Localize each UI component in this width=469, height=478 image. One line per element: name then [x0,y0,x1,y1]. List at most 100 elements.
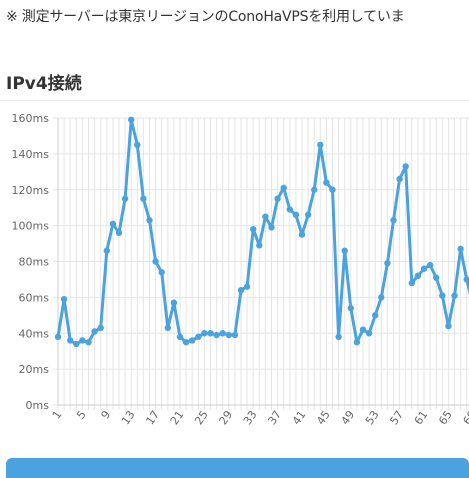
data-point [403,163,409,169]
data-point [61,296,67,302]
data-point [85,339,91,345]
x-tick-label: 1 [50,408,65,421]
data-point [104,248,110,254]
x-tick-label: 13 [119,408,138,427]
server-note: ※ 測定サーバーは東京リージョンのConoHaVPSを利用していま [6,6,405,26]
data-point [110,221,116,227]
x-tick-label: 49 [339,408,358,427]
data-point [305,212,311,218]
data-point [165,325,171,331]
data-point [67,337,73,343]
data-point [348,305,354,311]
data-point [293,212,299,218]
data-point [152,258,158,264]
x-tick-label: 41 [290,408,309,427]
ipv4-latency-chart: 0ms 20ms 40ms 60ms 80ms 100ms 120ms 140ms 160ms 1… [0,104,469,434]
data-point [287,206,293,212]
data-point [415,273,421,279]
bottom-button-bar[interactable] [6,458,469,478]
x-tick-label: 45 [314,408,333,427]
data-point [335,334,341,340]
section-divider [0,100,469,101]
x-tick-label: 37 [265,408,284,427]
data-point [439,292,445,298]
data-point [116,230,122,236]
data-point [73,341,79,347]
data-point [183,339,189,345]
data-point [232,332,238,338]
data-point [427,262,433,268]
data-point [189,337,195,343]
data-point [445,323,451,329]
data-point [55,334,61,340]
data-point [342,248,348,254]
y-tick-label: 20ms [19,363,50,376]
data-point [140,196,146,202]
x-tick-label: 57 [387,408,406,427]
data-point [317,142,323,148]
y-tick-label: 120ms [12,184,50,197]
x-tick-label: 65 [436,408,455,427]
data-point [220,330,226,336]
data-point [281,185,287,191]
data-point [177,334,183,340]
data-point [384,260,390,266]
data-point [79,337,85,343]
data-point [195,334,201,340]
data-point [366,330,372,336]
x-tick-label: 29 [217,408,236,427]
data-point [378,294,384,300]
data-point [274,196,280,202]
data-point [256,242,262,248]
data-point [207,330,213,336]
data-point [134,142,140,148]
data-point [457,246,463,252]
data-point [201,330,207,336]
data-point [354,339,360,345]
x-tick-label: 33 [241,408,260,427]
data-point [250,226,256,232]
y-tick-label: 0ms [26,399,50,412]
x-tick-label: 17 [143,408,162,427]
x-tick-label: 69 [461,408,469,427]
data-point [323,179,329,185]
data-point [396,176,402,182]
data-point [91,328,97,334]
data-point [171,300,177,306]
y-tick-label: 100ms [12,220,50,233]
data-point [360,326,366,332]
data-point [299,231,305,237]
data-point [238,287,244,293]
data-point [128,117,134,123]
data-point [464,276,469,282]
data-point [262,213,268,219]
x-tick-label: 25 [192,408,211,427]
x-tick-label: 5 [74,408,89,421]
y-tick-label: 140ms [12,148,50,161]
data-point [268,224,274,230]
section-title-ipv4: IPv4接続 [6,69,82,94]
data-point [409,280,415,286]
chart-svg: 0ms 20ms 40ms 60ms 80ms 100ms 120ms 140ms 160ms 1… [0,104,469,434]
x-tick-label: 53 [363,408,382,427]
data-point [329,187,335,193]
data-point [146,217,152,223]
y-tick-label: 60ms [19,291,50,304]
data-point [244,283,250,289]
y-tick-label: 160ms [12,112,50,125]
y-tick-label: 80ms [19,256,50,269]
data-point [98,325,104,331]
data-point [213,332,219,338]
data-point [226,332,232,338]
data-point [421,265,427,271]
data-point [159,269,165,275]
data-point [451,292,457,298]
x-tick-label: 61 [412,408,431,427]
x-tick-label: 9 [99,408,114,421]
data-point [390,217,396,223]
x-tick-label: 21 [168,408,187,427]
data-point [311,187,317,193]
data-point [372,312,378,318]
y-tick-label: 40ms [19,327,50,340]
data-point [122,196,128,202]
